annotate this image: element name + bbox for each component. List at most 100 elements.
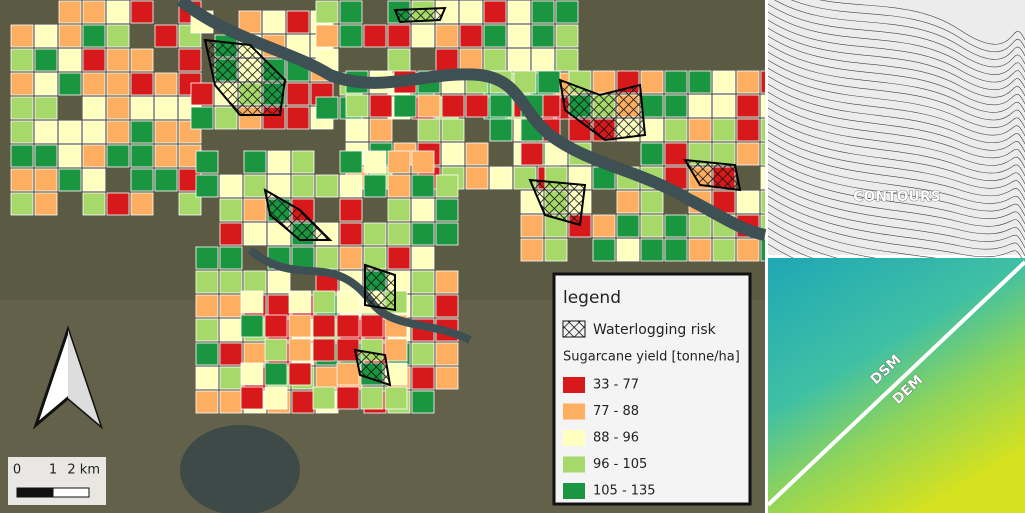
- field: [154, 24, 178, 48]
- scale-label: 0: [13, 463, 21, 478]
- field: [240, 290, 264, 314]
- legend-swatch: [563, 377, 585, 393]
- field: [363, 174, 387, 198]
- field: [712, 94, 736, 118]
- panel-label: CONTOURS: [853, 189, 941, 205]
- field: [688, 238, 712, 262]
- field: [688, 214, 712, 238]
- field: [459, 48, 483, 72]
- field: [130, 192, 154, 216]
- field: [760, 214, 765, 238]
- field: [312, 314, 336, 338]
- field: [411, 150, 435, 174]
- field: [411, 366, 435, 390]
- contour-line: [767, 91, 1025, 153]
- field: [195, 318, 219, 342]
- field: [315, 366, 339, 390]
- field: [264, 362, 288, 386]
- field: [387, 24, 411, 48]
- field: [369, 94, 393, 118]
- scale-label: 2 km: [67, 463, 100, 478]
- field: [82, 120, 106, 144]
- field: [465, 142, 489, 166]
- field: [336, 386, 360, 410]
- field: [219, 246, 243, 270]
- field: [640, 94, 664, 118]
- contour-line: [767, 35, 1025, 98]
- field: [315, 246, 339, 270]
- field: [219, 174, 243, 198]
- waterlogging-layer: [203, 6, 742, 387]
- field: [339, 0, 363, 24]
- contour-line: [767, 67, 1025, 129]
- field: [435, 294, 459, 318]
- field: [82, 72, 106, 96]
- field: [520, 238, 544, 262]
- field: [345, 94, 369, 118]
- field: [459, 0, 483, 24]
- hatch-swatch: [562, 320, 586, 338]
- contour-line: [767, 107, 1025, 169]
- field: [130, 96, 154, 120]
- waterlogging-area: [393, 6, 447, 24]
- field: [760, 118, 765, 142]
- contour-line: [818, 0, 1025, 45]
- field: [435, 366, 459, 390]
- field: [286, 106, 310, 130]
- legend-box: [552, 272, 752, 506]
- field: [34, 72, 58, 96]
- field: [531, 48, 555, 72]
- field: [339, 24, 363, 48]
- legend: legend Waterlogging risk Sugarcane yield…: [552, 272, 752, 506]
- legend-swatch: [563, 456, 585, 473]
- lake: [180, 425, 300, 513]
- field: [315, 24, 339, 48]
- field: [10, 192, 34, 216]
- field: [154, 144, 178, 168]
- field: [435, 198, 459, 222]
- field: [489, 166, 513, 190]
- contour-line: [767, 115, 1025, 177]
- field: [435, 270, 459, 294]
- field: [267, 270, 291, 294]
- field: [360, 314, 384, 338]
- field: [291, 390, 315, 414]
- contour-line: [767, 123, 1025, 185]
- field: [555, 48, 579, 72]
- field: [339, 150, 363, 174]
- field: [106, 96, 130, 120]
- field: [195, 342, 219, 366]
- panel-divider: [766, 260, 1025, 507]
- field: [688, 94, 712, 118]
- field: [190, 82, 214, 106]
- field: [760, 70, 765, 94]
- field: [82, 96, 106, 120]
- field: [195, 294, 219, 318]
- field: [712, 70, 736, 94]
- field: [760, 238, 765, 262]
- field: [243, 150, 267, 174]
- field: [195, 366, 219, 390]
- field: [82, 192, 106, 216]
- scale-segment: [16, 487, 54, 498]
- field: [616, 190, 640, 214]
- field: [286, 82, 310, 106]
- field: [243, 342, 267, 366]
- field: [178, 48, 202, 72]
- field: [315, 96, 339, 120]
- field: [736, 142, 760, 166]
- field: [555, 0, 579, 24]
- field: [411, 342, 435, 366]
- legend-label: 105 - 135: [593, 484, 656, 499]
- field: [507, 48, 531, 72]
- field: [640, 214, 664, 238]
- field: [387, 222, 411, 246]
- field: [106, 192, 130, 216]
- field: [441, 94, 465, 118]
- field: [760, 166, 765, 190]
- field: [58, 144, 82, 168]
- field: [465, 166, 489, 190]
- field: [520, 214, 544, 238]
- field: [10, 24, 34, 48]
- contour-line: [767, 179, 1025, 241]
